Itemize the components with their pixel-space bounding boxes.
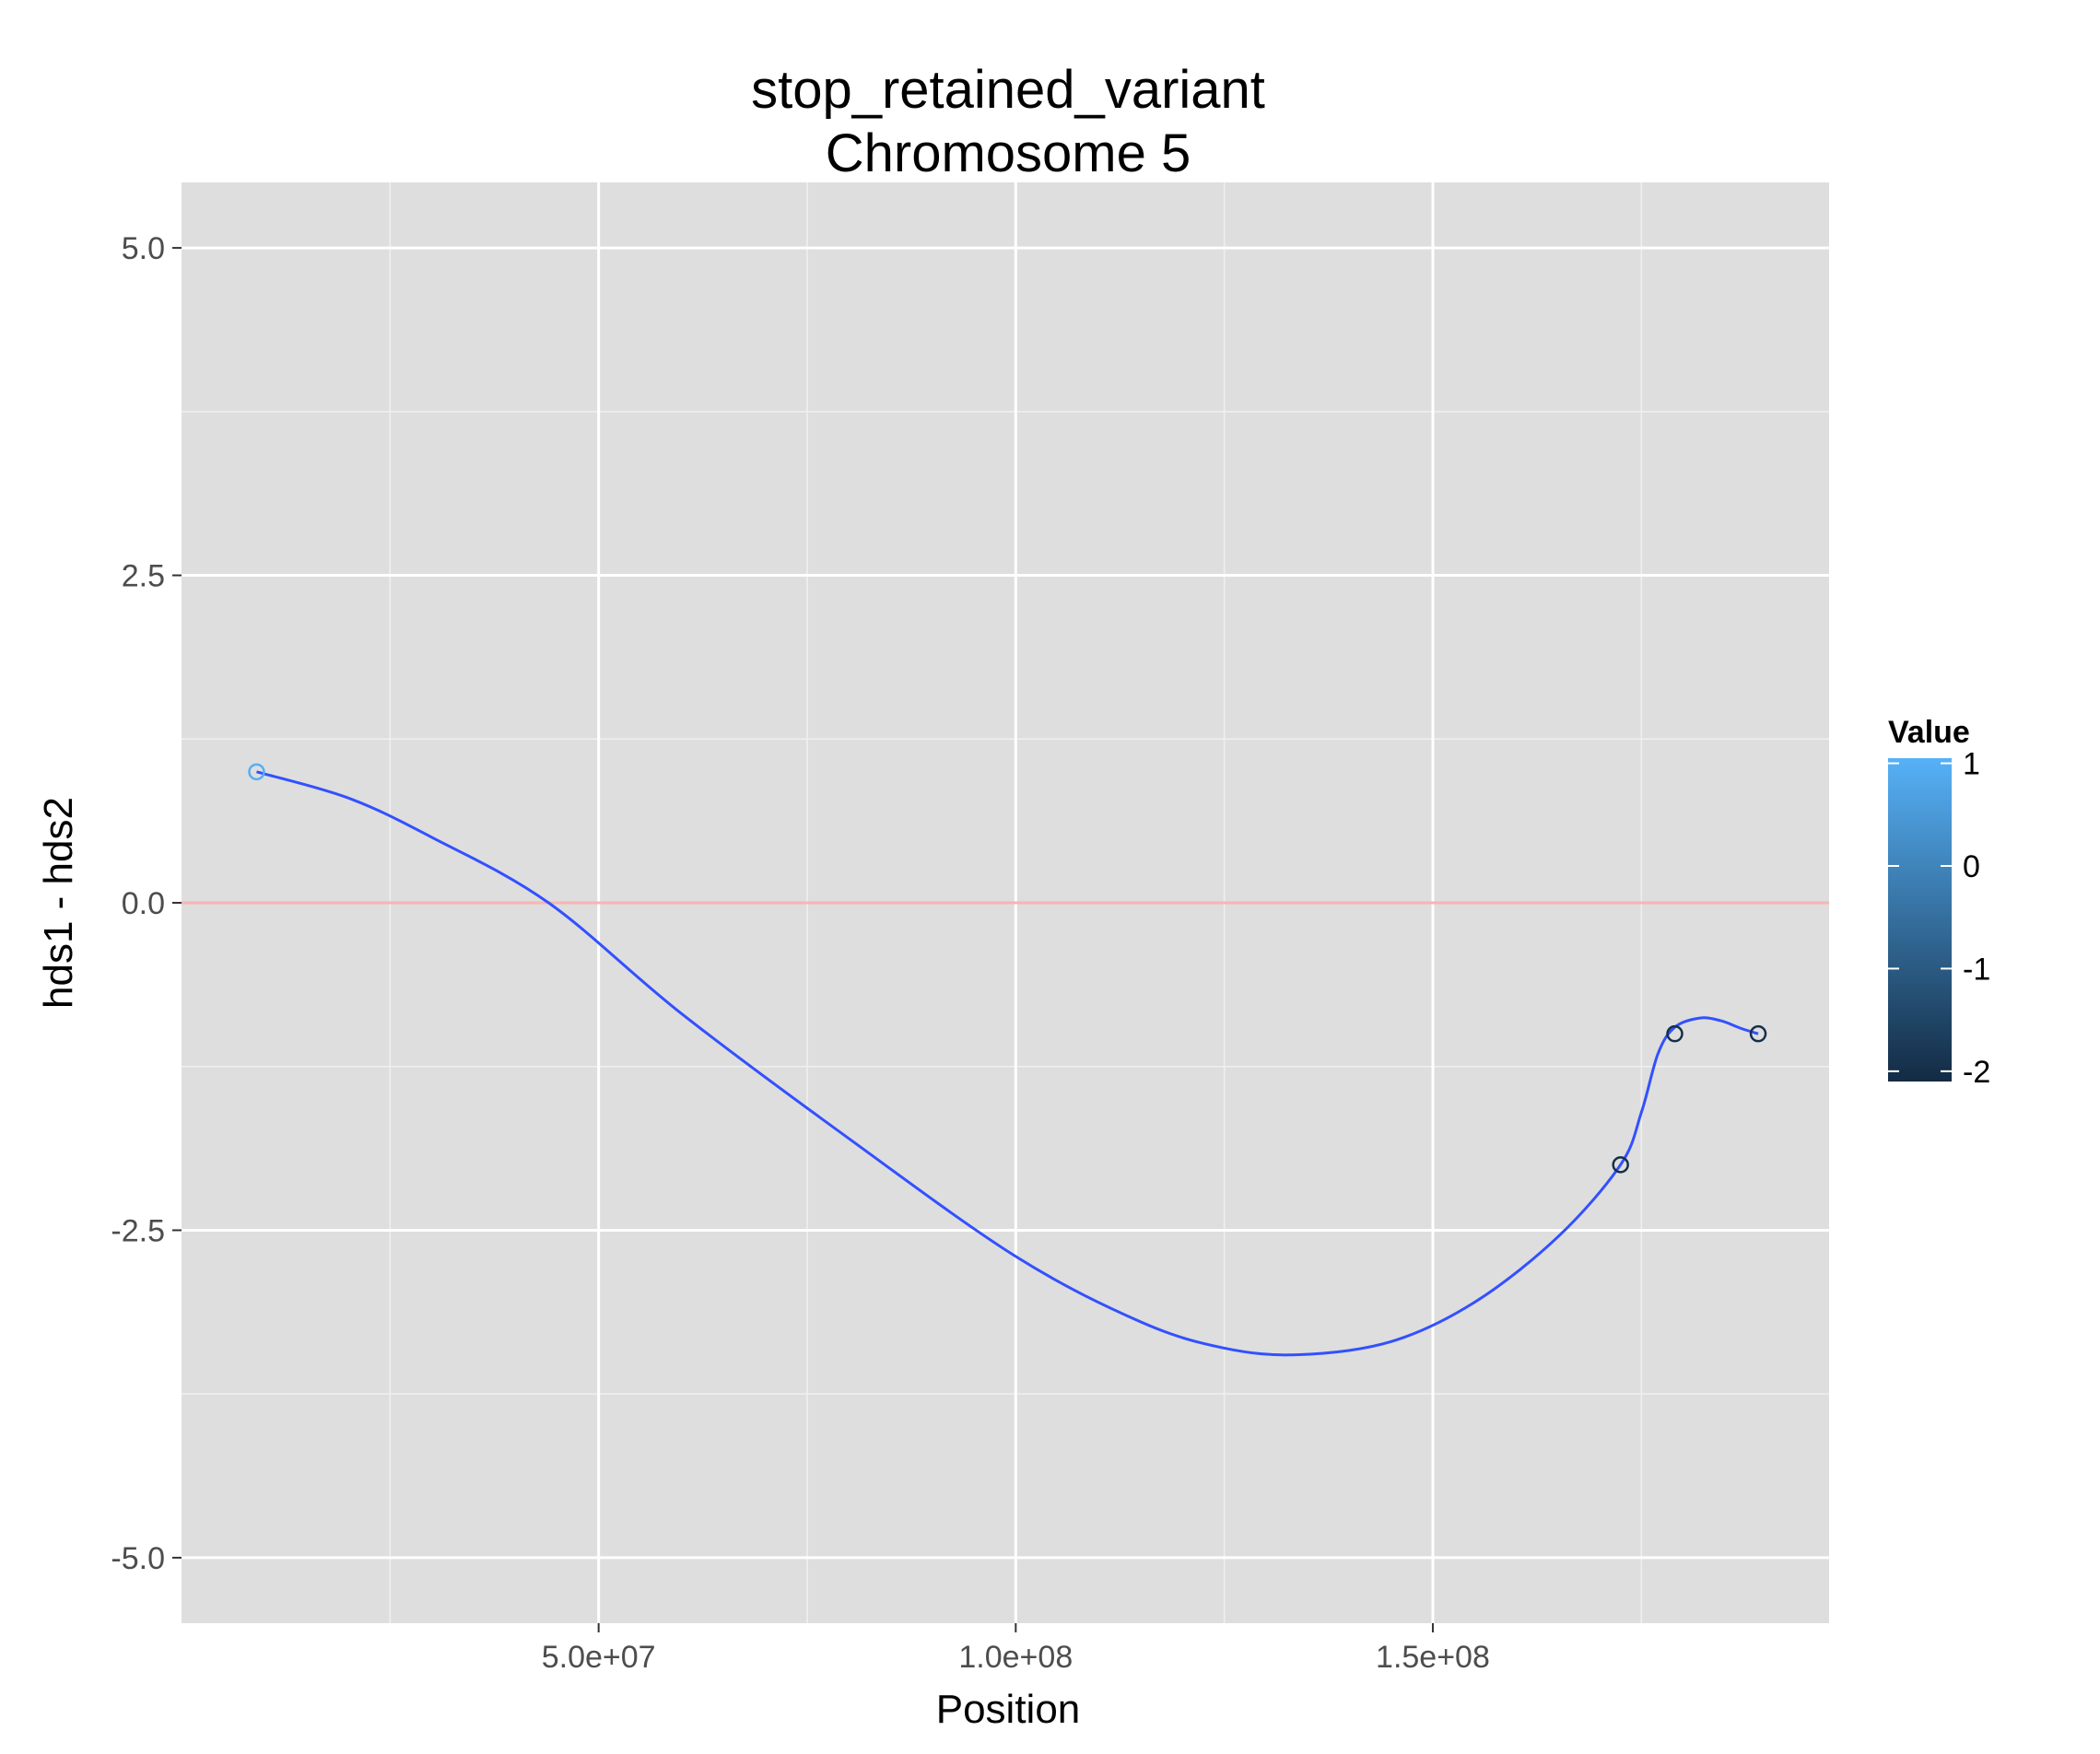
y-tick-label: 5.0 [122, 231, 165, 266]
data-point [1666, 1024, 1684, 1043]
legend-title: Value [1888, 715, 1970, 750]
y-tick-label: -5.0 [111, 1541, 165, 1576]
x-tick-label: 1.5e+08 [1376, 1640, 1490, 1675]
data-point [1749, 1024, 1767, 1043]
y-tick-label: -2.5 [111, 1213, 165, 1248]
legend: Value 1 0 -1 -2 [1888, 715, 1990, 1090]
smooth-line [256, 770, 1759, 1357]
y-tick-label: 2.5 [122, 559, 165, 594]
chart-subtitle: Chromosome 5 [826, 123, 1191, 183]
x-tick-label: 1.0e+08 [958, 1640, 1073, 1675]
y-tick-label: 0.0 [122, 886, 165, 921]
chart-title: stop_retained_variant [751, 60, 1265, 120]
data-point [1612, 1156, 1629, 1174]
legend-colorbar [1888, 758, 1952, 1082]
legend-label: 1 [1963, 747, 1980, 782]
legend-label: 0 [1963, 849, 1980, 884]
legend-label: -2 [1963, 1055, 1990, 1090]
x-axis-title: Position [936, 1687, 1081, 1732]
legend-label: -1 [1963, 952, 1990, 987]
y-axis-title: hds1 - hds2 [36, 797, 81, 1009]
x-tick-label: 5.0e+07 [542, 1640, 656, 1675]
plot-panel: 5.0e+07 1.0e+08 1.5e+08 5.0 2.5 0.0 -2.5 -5.0 [111, 182, 1829, 1675]
data-point [248, 763, 265, 781]
